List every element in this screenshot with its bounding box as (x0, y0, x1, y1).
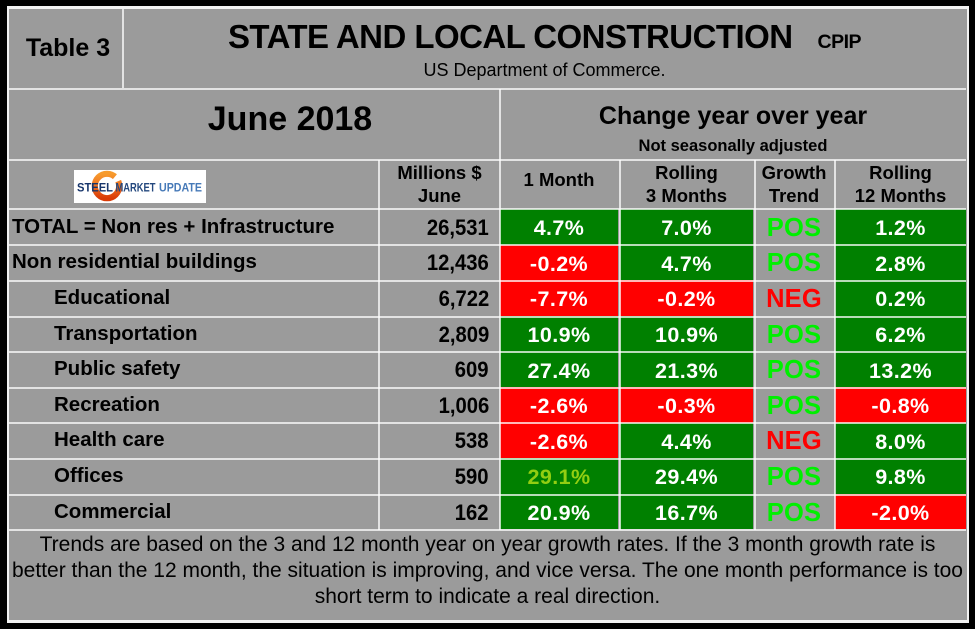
svg-text:STEEL: STEEL (77, 181, 113, 194)
svg-text:MARKET: MARKET (116, 181, 157, 194)
svg-text:UPDATE: UPDATE (159, 181, 202, 194)
